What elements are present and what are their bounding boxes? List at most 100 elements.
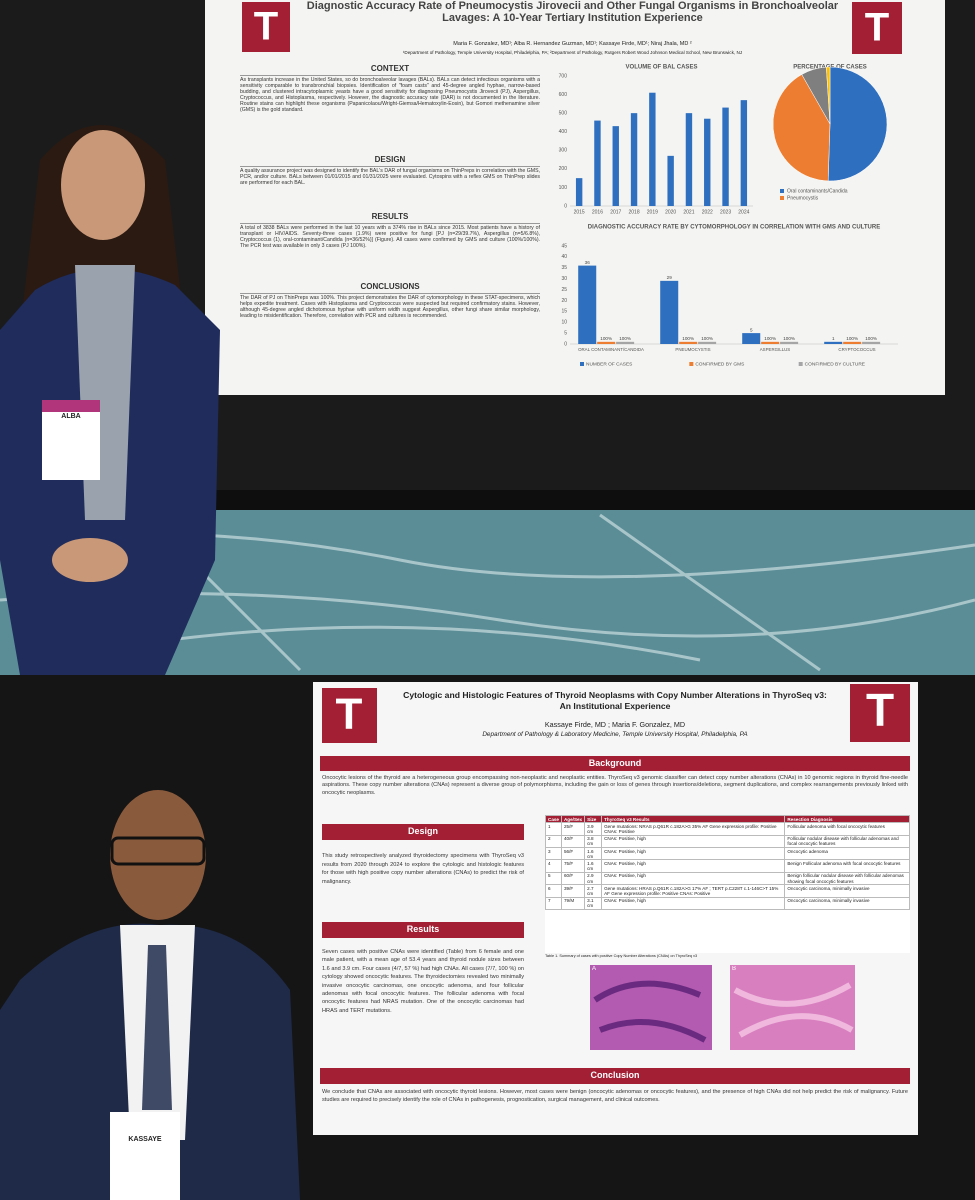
y-tick-label: 400 — [559, 129, 568, 135]
y-tick-label: 30 — [561, 276, 567, 282]
bar — [722, 107, 729, 206]
table-cell: 79/M — [560, 896, 586, 911]
table-row: 6 39/F 2.7 cm Gene mutations: HRAS p.Q61R c… — [545, 884, 910, 898]
pie-slice — [827, 66, 888, 182]
y-tick-label: 35 — [561, 265, 567, 271]
table-cell: 39/F — [560, 884, 586, 898]
bar — [740, 100, 748, 206]
bar — [824, 341, 843, 344]
chart-title: DIAGNOSTIC ACCURACY RATE BY CYTOMORPHOLO… — [588, 225, 880, 231]
section-body: The DAR of PJ on ThinPreps was 100%. Thi… — [240, 295, 540, 320]
bar — [679, 341, 698, 344]
section-body: This study retrospectively analyzed thyr… — [322, 853, 524, 885]
value-label: 5 — [750, 327, 753, 332]
header-cell: Case — [545, 815, 562, 824]
header-cell: Size — [584, 815, 603, 824]
table-cell: 3.9 cm — [584, 822, 603, 836]
value-label: 100% — [783, 336, 795, 341]
y-tick-label: 100 — [559, 185, 568, 191]
value-label: 36 — [585, 260, 591, 265]
section-heading: RESULTS — [240, 212, 540, 224]
value-label: 100% — [682, 336, 694, 341]
bar — [575, 178, 583, 206]
bar — [761, 341, 780, 344]
x-tick-label: 2018 — [628, 209, 639, 215]
section-heading: Design — [322, 824, 524, 840]
x-tick-label: 2020 — [665, 209, 676, 215]
table-cell: Oncocytic carcinoma, minimally invasive — [784, 896, 910, 911]
value-label: 100% — [619, 336, 631, 341]
table-row: 5 60/F 2.9 cm CNAs: Positive, high Benign fo… — [545, 871, 910, 886]
value-label: 1 — [832, 336, 835, 341]
table-cell: 2.9 cm — [584, 871, 603, 886]
header-cell: Resection Diagnosis — [784, 815, 910, 824]
section-heading: CONTEXT — [240, 64, 540, 76]
subtitle: An Institutional Experience — [559, 701, 671, 711]
x-tick-label: 2016 — [592, 209, 603, 215]
table-cell: Gene mutations: HRAS p.Q61R c.182A>G 17%… — [601, 884, 786, 898]
section-heading: Results — [322, 922, 524, 938]
table-cell: CNAs: Positive, high — [601, 896, 786, 911]
bar — [704, 118, 711, 206]
value-label: 29 — [667, 275, 673, 280]
table-cell: CNAs: Positive, high — [601, 834, 786, 849]
table-cell: 25/F — [560, 822, 586, 836]
badge-name: KASSAYE — [128, 1136, 162, 1143]
bar — [862, 341, 881, 344]
value-label: 100% — [764, 336, 776, 341]
table-cell: 2.7 cm — [584, 884, 603, 898]
table: Case Age/Sex Size ThyroSeq v3 Results Resect… — [545, 815, 910, 911]
chart-title: VOLUME OF BAL CASES — [626, 65, 698, 71]
section-heading: Background — [320, 756, 910, 771]
carpet-pattern — [0, 513, 975, 672]
pie-slice — [826, 66, 831, 125]
x-tick-label: 2017 — [610, 209, 621, 215]
section-heading: CONCLUSIONS — [240, 282, 540, 294]
affiliations: ¹Department of Pathology, Temple Univers… — [402, 50, 743, 55]
svg-text:T: T — [865, 6, 889, 50]
bar — [612, 126, 619, 206]
value-label: 100% — [701, 336, 713, 341]
bar — [698, 341, 717, 344]
table-cell: Follicular nodular disease with follicul… — [784, 834, 910, 849]
y-tick-label: 45 — [561, 243, 567, 249]
table-cell: Benign follicular nodular disease with f… — [784, 871, 910, 886]
y-tick-label: 0 — [564, 341, 567, 347]
value-label: 100% — [865, 336, 877, 341]
bar — [630, 113, 638, 206]
x-tick-label: 2022 — [702, 209, 713, 215]
y-tick-label: 10 — [561, 320, 567, 326]
table-row: 7 79/M 3.1 cm CNAs: Positive, high Oncocytic… — [545, 896, 910, 911]
legend-swatch — [798, 362, 803, 366]
legend-label: CONFIRMED BY CULTURE — [805, 361, 865, 367]
svg-text:T: T — [254, 5, 278, 49]
figure-images — [590, 965, 855, 1050]
x-tick-label: 2024 — [738, 209, 749, 215]
section-heading: Conclusion — [320, 1068, 910, 1084]
title: Cytologic and Histologic Features of Thy… — [403, 690, 827, 700]
bar — [649, 92, 656, 206]
table-cell: 7 — [545, 896, 562, 911]
authors: Maria F. Gonzalez, MD¹; Alba R. Hernande… — [453, 41, 692, 47]
table-row: 4 75/F 1.6 cm CNAs: Positive, high Benign Fo… — [545, 859, 910, 873]
panel-label: B — [732, 966, 737, 972]
table-cell: CNAs: Positive, high — [601, 846, 786, 861]
table-cell: 60/F — [560, 871, 586, 886]
legend-swatch — [580, 362, 584, 366]
pie-slice — [772, 74, 831, 182]
y-tick-label: 200 — [559, 166, 568, 172]
section-body: A quality assurance project was designed… — [240, 168, 540, 187]
y-tick-label: 25 — [561, 287, 567, 293]
table-edge — [190, 490, 975, 510]
bar — [742, 333, 761, 344]
x-tick-label: ORAL CONTAMINANT/CANDIDA — [578, 347, 644, 352]
bar — [597, 341, 616, 344]
table-cell: 40/F — [560, 834, 586, 849]
bar — [780, 341, 799, 344]
poster-title: Cytologic and Histologic Features of Thy… — [380, 690, 850, 718]
header-cell: ThyroSeq v3 Results — [601, 815, 786, 824]
table-cell: Follicular adenoma with focal oncocytic … — [784, 822, 910, 836]
table-row: 1 25/F 3.9 cm Gene mutations: NRAS p.Q61R c… — [545, 822, 910, 836]
legend-label: Oral contaminants/Candida — [787, 188, 848, 194]
x-tick-label: 2019 — [647, 209, 658, 215]
